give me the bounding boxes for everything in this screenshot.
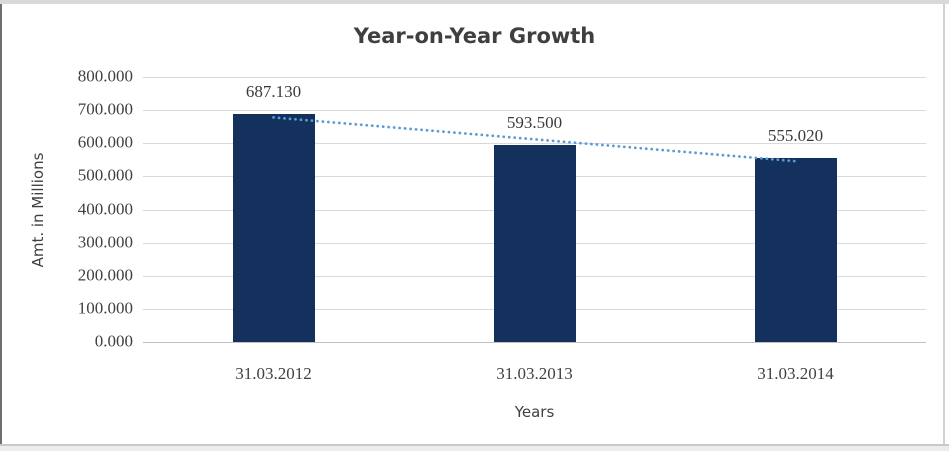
x-axis-line bbox=[143, 342, 926, 343]
bar bbox=[493, 145, 576, 342]
x-category-label: 31.03.2013 bbox=[496, 364, 573, 383]
y-tick-label: 100.000 bbox=[77, 298, 133, 318]
value-label: 687.130 bbox=[245, 82, 302, 102]
bar bbox=[232, 114, 315, 342]
x-category-label: 31.03.2014 bbox=[757, 364, 834, 383]
chart-title: Year-on-Year Growth bbox=[353, 24, 596, 48]
frame-right-border bbox=[943, 4, 945, 445]
y-tick-label: 500.000 bbox=[77, 165, 133, 185]
frame-bottom-band bbox=[0, 446, 949, 451]
y-tick-label: 800.000 bbox=[77, 66, 133, 86]
y-tick-label: 300.000 bbox=[77, 232, 133, 252]
value-label: 593.500 bbox=[506, 113, 563, 133]
frame-bottom-border bbox=[0, 444, 949, 446]
y-tick-label: 700.000 bbox=[77, 99, 133, 119]
x-axis-title: Years bbox=[514, 403, 555, 421]
y-tick-label: 400.000 bbox=[77, 199, 133, 219]
y-tick-label: 200.000 bbox=[77, 265, 133, 285]
x-category-label: 31.03.2012 bbox=[235, 364, 312, 383]
value-label: 555.020 bbox=[767, 126, 824, 146]
y-tick-label: 0.000 bbox=[94, 331, 133, 351]
bar bbox=[754, 158, 837, 342]
frame-top-border bbox=[0, 0, 949, 4]
gridline bbox=[143, 77, 926, 78]
y-tick-label: 600.000 bbox=[77, 132, 133, 152]
frame-left-border bbox=[0, 4, 2, 445]
gridline bbox=[143, 110, 926, 112]
